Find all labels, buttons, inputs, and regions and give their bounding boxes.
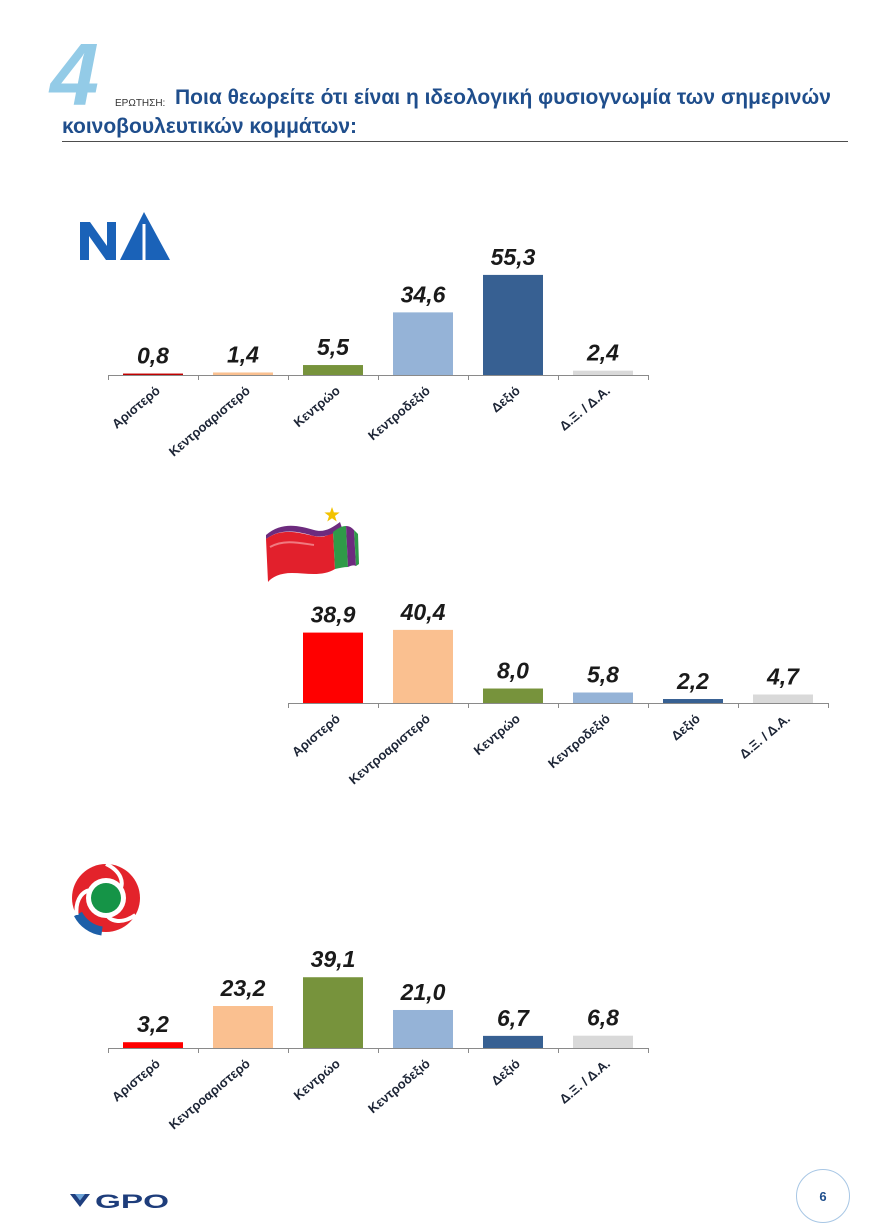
category-label-3: Κεντρώο <box>291 383 343 430</box>
bar-4 <box>573 692 633 703</box>
chart-pasok: 3,2 Αριστερό 23,2 Κεντροαριστερό 39,1 Κεντρώο… <box>108 946 649 1132</box>
value-label-5: 55,3 <box>491 244 536 270</box>
bar-4 <box>393 1009 453 1048</box>
bar-3 <box>303 365 363 375</box>
value-label-1: 0,8 <box>137 343 169 369</box>
category-label-5: Δεξιό <box>668 711 703 744</box>
category-label-3: Κεντρώο <box>471 711 523 758</box>
value-label-3: 8,0 <box>497 658 529 684</box>
bar-2 <box>213 372 273 375</box>
bar-5 <box>483 274 543 375</box>
value-label-4: 21,0 <box>400 979 446 1005</box>
question-number: 4 <box>50 25 99 124</box>
category-label-2: Κεντροαριστερό <box>166 1056 253 1132</box>
value-label-5: 6,7 <box>497 1005 530 1031</box>
bar-3 <box>303 977 363 1048</box>
value-label-4: 34,6 <box>401 281 446 307</box>
gpo-logo-text: GPO <box>95 1192 169 1213</box>
bar-5 <box>483 1035 543 1048</box>
value-label-2: 40,4 <box>400 599 446 625</box>
category-label-1: Αριστερό <box>109 383 163 432</box>
value-label-6: 2,4 <box>586 340 619 366</box>
value-label-3: 5,5 <box>317 334 350 360</box>
category-label-6: Δ.Ξ. / Δ.Α. <box>556 383 613 434</box>
chart-nd: 0,8 Αριστερό 1,4 Κεντροαριστερό 5,5 Κεντρώο 34… <box>108 244 649 459</box>
category-label-2: Κεντροαριστερό <box>166 383 253 459</box>
page-number: 6 <box>796 1169 850 1223</box>
category-label-5: Δεξιό <box>488 1056 523 1089</box>
bar-2 <box>213 1006 273 1048</box>
bar-4 <box>393 312 453 375</box>
header-divider <box>62 141 848 142</box>
category-label-4: Κεντροδεξιό <box>365 383 433 443</box>
value-label-2: 1,4 <box>227 341 259 367</box>
chart-syriza: 38,9 Αριστερό 40,4 Κεντροαριστερό 8,0 Κεντρώο… <box>288 599 829 787</box>
gpo-logo-icon: GPO <box>70 1192 169 1213</box>
category-label-4: Κεντροδεξιό <box>365 1056 433 1116</box>
bar-6 <box>753 694 813 703</box>
category-label-3: Κεντρώο <box>291 1056 343 1103</box>
category-label-4: Κεντροδεξιό <box>545 711 613 771</box>
syriza-logo-icon <box>266 507 359 582</box>
pasok-logo-icon <box>72 862 140 936</box>
question-text-line-1: Ποια θεωρείτε ότι είναι η ιδεολογική φυσ… <box>175 86 831 109</box>
category-label-1: Αριστερό <box>289 711 343 760</box>
bar-6 <box>573 370 633 375</box>
bar-5 <box>663 699 723 703</box>
category-label-1: Αριστερό <box>109 1056 163 1105</box>
bar-3 <box>483 688 543 703</box>
bar-2 <box>393 629 453 703</box>
question-label: ΕΡΩΤΗΣΗ: <box>115 98 166 109</box>
value-label-6: 4,7 <box>766 663 800 689</box>
bar-1 <box>123 373 183 375</box>
value-label-6: 6,8 <box>587 1005 619 1031</box>
category-label-2: Κεντροαριστερό <box>346 711 433 787</box>
bar-1 <box>123 1042 183 1048</box>
value-label-5: 2,2 <box>676 668 709 694</box>
value-label-1: 38,9 <box>311 602 356 628</box>
bar-6 <box>573 1035 633 1048</box>
category-label-5: Δεξιό <box>488 383 523 416</box>
nd-logo-icon <box>80 212 170 260</box>
value-label-1: 3,2 <box>137 1011 169 1037</box>
bar-1 <box>303 632 363 703</box>
question-text-line-2: κοινοβουλευτικών κομμάτων: <box>62 115 358 138</box>
page-number-text: 6 <box>819 1188 827 1204</box>
value-label-2: 23,2 <box>220 975 266 1001</box>
category-label-6: Δ.Ξ. / Δ.Α. <box>556 1056 613 1107</box>
category-label-6: Δ.Ξ. / Δ.Α. <box>736 711 793 762</box>
value-label-3: 39,1 <box>311 946 356 972</box>
value-label-4: 5,8 <box>587 662 619 688</box>
